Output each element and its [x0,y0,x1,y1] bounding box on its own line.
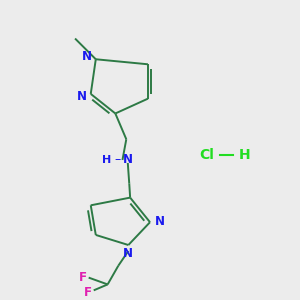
Text: H: H [101,155,111,165]
Text: N: N [122,247,133,260]
Text: F: F [79,271,87,284]
Text: H: H [239,148,250,162]
Text: N: N [123,154,133,166]
Text: N: N [82,50,92,63]
Text: N: N [155,215,165,228]
Text: N: N [77,90,87,103]
Text: Cl: Cl [199,148,214,162]
Text: F: F [84,286,92,299]
Text: –: – [115,153,121,166]
